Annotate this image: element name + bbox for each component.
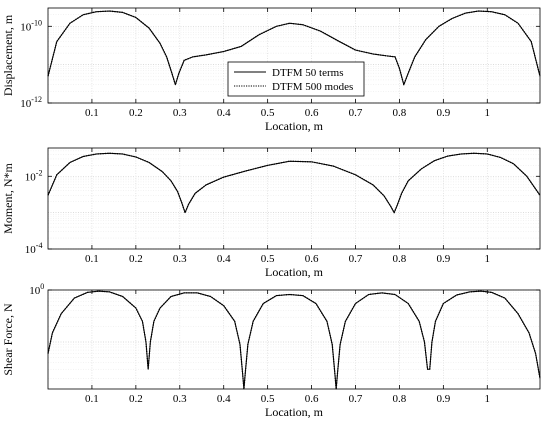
y-tick-label: 10-2 xyxy=(25,168,43,183)
x-tick-label: 1 xyxy=(485,253,491,265)
axes-box xyxy=(47,7,541,104)
x-tick-label: 1 xyxy=(485,107,491,119)
series-line-1 xyxy=(47,152,541,214)
x-tick-label: 0.3 xyxy=(173,107,187,119)
y-tick-label: 100 xyxy=(29,282,44,297)
x-tick-label: 1 xyxy=(485,393,491,405)
grid xyxy=(48,147,540,250)
chart-panel-2: 0.1 0.2 0.3 0.4 0.5 0.6 0.7 0.8 0.9 1 Location, m 1… xyxy=(1,147,541,279)
x-tick-label: 0.4 xyxy=(217,253,231,265)
legend-label-2: DTFM 500 modes xyxy=(272,81,353,93)
x-tick-label: 0.9 xyxy=(436,393,450,405)
x-tick-label: 0.1 xyxy=(85,393,99,405)
x-tick-label: 0.2 xyxy=(129,107,143,119)
grid xyxy=(48,289,540,389)
x-tick-label: 0.6 xyxy=(305,253,319,265)
legend-box xyxy=(227,61,365,97)
x-tick-label: 0.9 xyxy=(436,107,450,119)
y-axis-label: Moment, N*m xyxy=(1,163,15,234)
series-line-2 xyxy=(47,290,541,390)
x-tick-label: 0.5 xyxy=(261,393,275,405)
legend: DTFM 50 terms DTFM 500 modes xyxy=(227,61,365,97)
x-tick-label: 0.1 xyxy=(85,107,99,119)
series-line-2 xyxy=(47,152,541,214)
x-tick-label: 0.2 xyxy=(129,253,143,265)
x-tick-label: 0.9 xyxy=(436,253,450,265)
x-tick-label: 0.3 xyxy=(173,393,187,405)
y-axis-label: Shear Force, N xyxy=(1,303,15,376)
x-tick-label: 0.8 xyxy=(393,253,407,265)
legend-label-1: DTFM 50 terms xyxy=(272,67,344,79)
x-tick-label: 0.2 xyxy=(129,393,143,405)
x-tick-label: 0.5 xyxy=(261,107,275,119)
y-tick-label: 10-10 xyxy=(20,18,42,33)
x-tick-label: 0.6 xyxy=(305,107,319,119)
x-tick-label: 0.8 xyxy=(393,393,407,405)
x-tick-label: 0.4 xyxy=(217,393,231,405)
x-tick-label: 0.7 xyxy=(349,253,363,265)
x-axis-label: Location, m xyxy=(265,265,324,279)
x-axis-label: Location, m xyxy=(265,405,324,419)
y-tick-label: 10-4 xyxy=(25,241,43,256)
x-axis-label: Location, m xyxy=(265,119,324,133)
chart-panel-1: 0.1 0.2 0.3 0.4 0.5 0.6 0.7 0.8 0.9 1 Location, m 1… xyxy=(1,7,541,133)
axes-box xyxy=(47,147,541,250)
x-tick-label: 0.6 xyxy=(305,393,319,405)
x-tick-label: 0.1 xyxy=(85,253,99,265)
x-tick-label: 0.7 xyxy=(349,107,363,119)
chart-panel-3: 0.1 0.2 0.3 0.4 0.5 0.6 0.7 0.8 0.9 1 Location, m 1… xyxy=(1,282,541,419)
y-tick-label: 10-12 xyxy=(20,95,42,110)
x-tick-label: 0.7 xyxy=(349,393,363,405)
y-axis-label: Displacement, m xyxy=(1,14,15,96)
series-line-2 xyxy=(47,10,541,86)
x-tick-label: 0.5 xyxy=(261,253,275,265)
x-tick-label: 0.4 xyxy=(217,107,231,119)
axes-box xyxy=(47,289,541,390)
x-tick-label: 0.8 xyxy=(393,107,407,119)
x-tick-label: 0.3 xyxy=(173,253,187,265)
